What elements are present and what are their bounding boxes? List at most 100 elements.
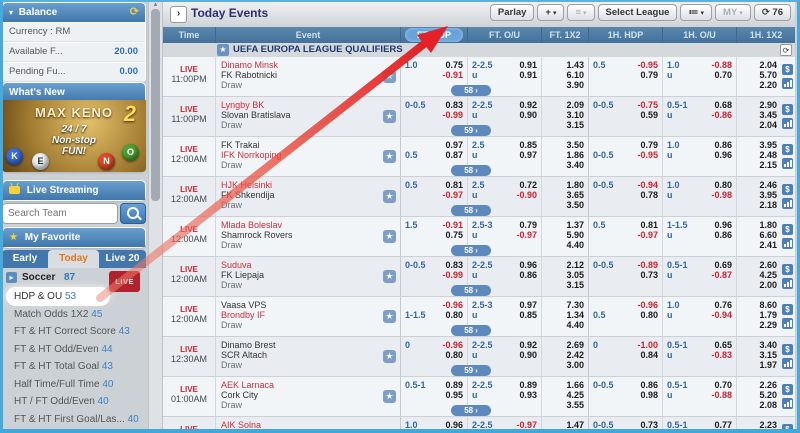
draw-label[interactable]: Draw [221, 280, 243, 290]
odds[interactable]: 0.69 [714, 260, 732, 270]
odds[interactable]: 0.92 [519, 100, 537, 110]
collapse-sidebar-icon[interactable]: › [170, 6, 187, 23]
search-button[interactable] [120, 203, 146, 224]
odds[interactable]: 0.96 [714, 150, 732, 160]
odds[interactable]: 0.98 [640, 390, 658, 400]
odds[interactable]: 5.20 [759, 390, 777, 400]
odds[interactable]: 0.91 [519, 70, 537, 80]
draw-label[interactable]: Draw [221, 120, 243, 130]
home-team[interactable]: AEK Larnaca [221, 380, 275, 390]
stats-chart-icon[interactable] [782, 318, 793, 329]
odds[interactable]: 3.15 [566, 120, 584, 130]
more-bets-button[interactable]: 58 › [451, 165, 491, 176]
search-input[interactable] [2, 203, 118, 224]
odds[interactable]: 0.85 [519, 310, 537, 320]
home-team[interactable]: Dinamo Brest [221, 340, 276, 350]
stats-chart-icon[interactable] [782, 78, 793, 89]
odds[interactable]: -0.87 [711, 270, 732, 280]
draw-label[interactable]: Draw [221, 400, 243, 410]
stats-chart-icon[interactable] [782, 238, 793, 249]
odds[interactable]: 0.83 [445, 260, 463, 270]
odds[interactable]: 0.83 [445, 100, 463, 110]
odds[interactable]: 2.18 [759, 200, 777, 210]
odds[interactable]: 0.70 [714, 70, 732, 80]
odds[interactable]: 2.00 [759, 280, 777, 290]
bet-slip-icon[interactable]: $ [782, 104, 793, 115]
home-team[interactable]: Lyngby BK [221, 100, 265, 110]
sidebar-item-ft-ht-correct-score[interactable]: FT & HT Correct Score 43 [14, 326, 130, 337]
odds[interactable]: 3.45 [759, 110, 777, 120]
draw-label[interactable]: Draw [221, 200, 243, 210]
sidebar-item-ft-ht-first-goal-las-[interactable]: FT & HT First Goal/Las... 40 [14, 413, 139, 425]
odds[interactable]: 0.91 [519, 60, 537, 70]
odds[interactable]: 1.80 [759, 220, 777, 230]
odds[interactable]: 0.96 [714, 220, 732, 230]
home-team[interactable]: Dinamo Minsk [221, 60, 279, 70]
odds[interactable]: -1.00 [637, 340, 658, 350]
odds[interactable]: 0.90 [519, 350, 537, 360]
tab-early[interactable]: Early [12, 253, 38, 264]
home-team[interactable]: Mlada Boleslav [221, 220, 283, 230]
odds[interactable]: 0.86 [714, 140, 732, 150]
odds[interactable]: 3.90 [566, 80, 584, 90]
view-options-button[interactable]: ≔ ▾ [680, 4, 713, 21]
odds[interactable]: 0.95 [445, 390, 463, 400]
odds[interactable]: 5.70 [759, 70, 777, 80]
odds[interactable]: 0.97 [445, 140, 463, 150]
odds[interactable]: -0.90 [516, 190, 537, 200]
odds[interactable]: 1.66 [566, 380, 584, 390]
odds[interactable]: 0.90 [519, 110, 537, 120]
odds[interactable]: -0.86 [711, 110, 732, 120]
odds[interactable]: 0.59 [640, 110, 658, 120]
odds[interactable]: 1.47 [566, 420, 584, 430]
bet-slip-icon[interactable]: $ [782, 224, 793, 235]
odds[interactable]: 2.12 [566, 260, 584, 270]
bet-slip-icon[interactable]: $ [782, 344, 793, 355]
stats-chart-icon[interactable] [782, 198, 793, 209]
odds[interactable]: -0.94 [637, 180, 658, 190]
bet-slip-icon[interactable]: $ [782, 184, 793, 195]
odds[interactable]: 0.79 [640, 70, 658, 80]
bet-slip-icon[interactable]: $ [782, 304, 793, 315]
home-team[interactable]: HJK Helsinki [221, 180, 273, 190]
bet-slip-icon[interactable]: $ [782, 264, 793, 275]
favorite-star-icon[interactable]: ★ [383, 270, 396, 283]
odds[interactable]: 2.29 [759, 320, 777, 330]
odds[interactable]: 1.97 [759, 360, 777, 370]
odds[interactable]: 0.75 [445, 60, 463, 70]
odds[interactable]: 4.25 [566, 390, 584, 400]
odds[interactable]: 0.89 [445, 380, 463, 390]
odds[interactable]: 1.86 [566, 150, 584, 160]
odds[interactable]: -0.75 [637, 100, 658, 110]
column-header-event[interactable]: Event [215, 27, 400, 43]
column-header-time[interactable]: Time [178, 30, 200, 40]
odds[interactable]: 0.78 [640, 190, 658, 200]
sidebar-item-match-odds-1x2[interactable]: Match Odds 1X2 45 [14, 308, 103, 320]
odds[interactable]: 3.95 [759, 190, 777, 200]
odds[interactable]: 2.42 [566, 350, 584, 360]
odds[interactable]: 2.23 [759, 420, 777, 430]
favorite-star-icon[interactable]: ★ [383, 310, 396, 323]
parlay-button[interactable]: Parlay [489, 4, 535, 21]
odds[interactable]: 0.96 [445, 420, 463, 430]
refresh-button[interactable]: ⟳ 76 [753, 4, 791, 21]
odds[interactable]: 0.97 [519, 150, 537, 160]
odds[interactable]: 3.40 [759, 340, 777, 350]
scroll-up-icon[interactable]: ▴ [153, 1, 158, 8]
tab-today[interactable]: Today [48, 250, 99, 268]
favorite-star-icon[interactable]: ★ [383, 70, 396, 83]
sidebar-item-ht-ft-odd-even[interactable]: HT / FT Odd/Even 40 [14, 396, 109, 407]
live-streaming-panel[interactable]: Live Streaming [2, 180, 146, 201]
favorite-star-icon[interactable]: ★ [383, 230, 396, 243]
stats-chart-icon[interactable] [782, 358, 793, 369]
favorite-star-icon[interactable]: ★ [383, 150, 396, 163]
odds[interactable]: 0.70 [714, 380, 732, 390]
odds[interactable]: 1.79 [759, 310, 777, 320]
odds[interactable]: 0.72 [519, 180, 537, 190]
odds[interactable]: 2.60 [759, 260, 777, 270]
away-team[interactable]: Cork City [221, 390, 259, 400]
away-team[interactable]: FK Rabotnicki [221, 70, 278, 80]
odds[interactable]: 8.60 [759, 300, 777, 310]
away-team[interactable]: FK Liepaja [221, 270, 265, 280]
add-button[interactable]: + ▾ [537, 4, 565, 21]
